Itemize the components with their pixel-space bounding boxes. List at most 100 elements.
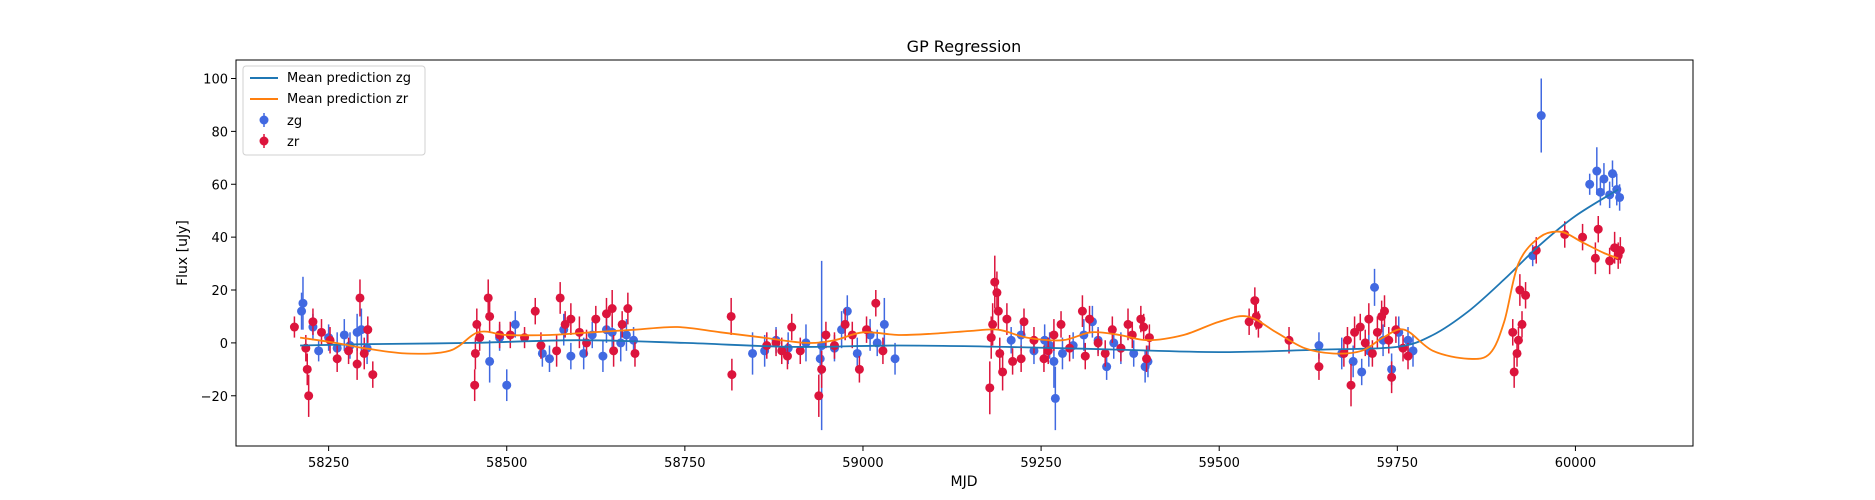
point-zr [308, 317, 318, 327]
point-zr [795, 346, 805, 356]
point-zr [1250, 296, 1260, 306]
point-zr [1590, 253, 1600, 263]
point-zr [1100, 348, 1110, 358]
point-zg [510, 319, 520, 329]
point-zr [552, 346, 562, 356]
point-zr [1578, 232, 1588, 242]
point-zr [1019, 317, 1029, 327]
point-zr [1002, 314, 1012, 324]
point-zr [1593, 224, 1603, 234]
legend: Mean prediction zg Mean prediction zr zg… [242, 65, 426, 156]
line-mean-prediction-zr [299, 230, 1619, 360]
point-zr [359, 348, 369, 358]
point-zg [314, 346, 324, 356]
point-zg [1607, 169, 1617, 179]
x-tick-label: 59500 [1199, 456, 1240, 471]
x-tick-label: 58250 [308, 456, 349, 471]
legend-marker-zr [259, 136, 269, 146]
y-axis-label: Flux [uJy] [175, 220, 191, 286]
point-zr [1372, 327, 1382, 337]
plot-frame [235, 59, 1694, 447]
legend-box [242, 65, 426, 156]
point-zr [344, 346, 354, 356]
point-zg [339, 330, 349, 340]
y-tick-label: 100 [203, 73, 228, 88]
point-zr [316, 327, 326, 337]
point-zr [483, 293, 493, 303]
x-tick-label: 58750 [664, 456, 705, 471]
point-zr [1360, 338, 1370, 348]
point-zr [332, 354, 342, 364]
point-zg [544, 354, 554, 364]
point-zr [623, 304, 633, 314]
point-zr [607, 304, 617, 314]
legend-label-zr-line: Mean prediction zr [287, 92, 409, 107]
point-zr [1029, 335, 1039, 345]
point-zr [878, 346, 888, 356]
point-zr [1508, 327, 1518, 337]
point-zg [616, 338, 626, 348]
point-zg [1109, 338, 1119, 348]
point-zr [1521, 290, 1531, 300]
point-zr [1517, 319, 1527, 329]
point-zg [1592, 166, 1602, 176]
point-zr [560, 319, 570, 329]
point-zr [998, 367, 1008, 377]
point-zr [1244, 317, 1254, 327]
point-zr [727, 370, 737, 380]
point-zr [777, 346, 787, 356]
point-zr [1085, 314, 1095, 324]
point-zg [1370, 282, 1380, 292]
point-zr [609, 346, 619, 356]
point-zr [990, 277, 1000, 287]
point-zg [1129, 348, 1139, 358]
point-zr [1139, 322, 1149, 332]
point-zr [289, 322, 299, 332]
point-zr [985, 383, 995, 393]
point-zg [621, 330, 631, 340]
point-zr [1605, 256, 1615, 266]
legend-label-zg-line: Mean prediction zg [287, 71, 411, 86]
point-zr [536, 341, 546, 351]
point-zr [782, 351, 792, 361]
point-zr [530, 306, 540, 316]
point-zr [1346, 380, 1356, 390]
point-zg [1348, 356, 1358, 366]
point-zg [485, 356, 495, 366]
point-zr [840, 319, 850, 329]
point-zr [302, 364, 312, 374]
legend-label-zg: zg [287, 114, 302, 129]
chart-title: GP Regression [907, 37, 1022, 56]
point-zr [470, 348, 480, 358]
point-zg [1536, 111, 1546, 121]
point-zr [1116, 343, 1126, 353]
point-zg [815, 354, 825, 364]
legend-marker-zg [259, 115, 269, 125]
point-zr [992, 288, 1002, 298]
point-zg [607, 327, 617, 337]
point-zg [1595, 187, 1605, 197]
point-zr [555, 293, 565, 303]
point-zr [1531, 245, 1541, 255]
point-zr [1049, 330, 1059, 340]
plot-area [289, 78, 1625, 431]
point-zr [1364, 314, 1374, 324]
point-zr [993, 306, 1003, 316]
point-zg [1057, 348, 1067, 358]
y-tick-label: 60 [211, 178, 228, 193]
point-zg [502, 380, 512, 390]
point-zg [1314, 341, 1324, 351]
point-zr [1039, 354, 1049, 364]
point-zr [1314, 362, 1324, 372]
y-tick-label: 0 [220, 337, 228, 352]
point-zr [617, 319, 627, 329]
point-zr [814, 391, 824, 401]
point-zg [1102, 362, 1112, 372]
point-zg [629, 335, 639, 345]
point-zr [817, 364, 827, 374]
point-zr [854, 364, 864, 374]
y-tick-label: 80 [211, 125, 228, 140]
y-tick-label: 40 [211, 231, 228, 246]
point-zr [475, 333, 485, 343]
point-zg [1357, 367, 1367, 377]
